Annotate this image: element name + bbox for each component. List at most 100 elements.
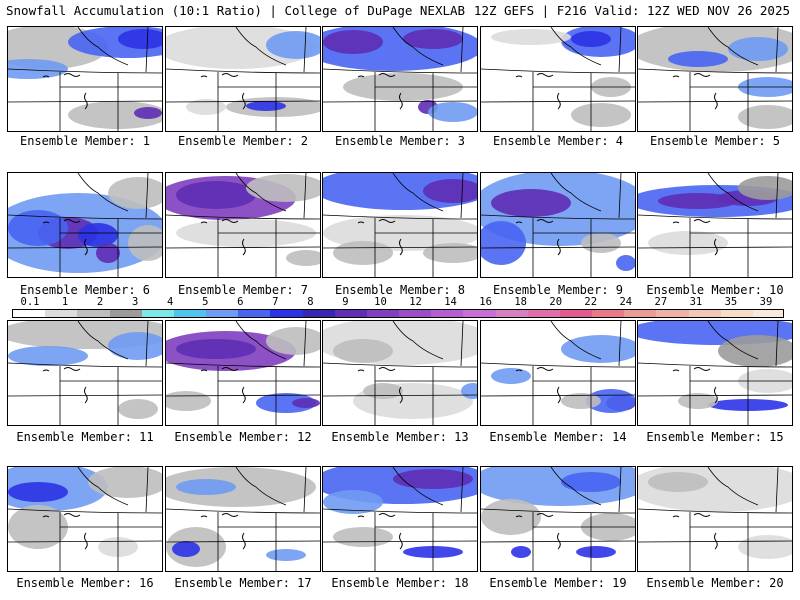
boundary-line	[775, 467, 779, 513]
snowfall-field-shade	[256, 393, 316, 413]
colorbar-swatch	[431, 310, 464, 317]
colorbar-tick-label: 22	[584, 296, 598, 308]
river-line	[200, 221, 208, 224]
boundary-line	[775, 173, 779, 219]
boundary-line	[481, 100, 635, 103]
river-line	[515, 515, 523, 518]
snowfall-field-shade	[266, 549, 306, 561]
river-line	[714, 238, 718, 256]
colorbar-tick-label: 8	[307, 296, 314, 308]
snowfall-field-shade	[78, 223, 118, 247]
snowfall-field-shade	[246, 101, 286, 111]
river-line	[63, 73, 81, 77]
snowfall-field-shade	[8, 346, 88, 366]
boundary-line	[145, 321, 149, 367]
colorbar-tick-label: 20	[549, 296, 563, 308]
river-line	[557, 386, 561, 404]
snowfall-map-graphic	[8, 321, 162, 425]
river-line	[399, 238, 403, 256]
colorbar-tick-label: 9	[342, 296, 349, 308]
snowfall-map-graphic	[323, 321, 477, 425]
river-line	[536, 513, 554, 517]
ensemble-map-panel	[7, 26, 163, 132]
snowfall-field-shade	[728, 37, 788, 61]
ensemble-map-panel	[480, 172, 636, 278]
river-line	[515, 369, 523, 372]
boundary-line	[550, 27, 602, 66]
boundary-line	[460, 27, 464, 73]
river-line	[63, 367, 81, 371]
colorbar-labels: 0.1 1 2 3 4 5 6 7 8 9 10 12 14 16 18 20 22 24 27 31 35 39	[0, 296, 800, 308]
boundary-line	[8, 394, 162, 397]
river-line	[557, 532, 561, 550]
colorbar-swatch	[624, 310, 657, 317]
river-line	[515, 221, 523, 224]
colorbar-tick-label: 5	[202, 296, 209, 308]
river-line	[378, 513, 396, 517]
snowfall-map-graphic	[638, 467, 792, 571]
colorbar-tick-label: 31	[689, 296, 703, 308]
colorbar-swatch	[592, 310, 625, 317]
boundary-line	[323, 246, 477, 249]
colorbar-tick-label: 39	[759, 296, 773, 308]
boundary-line	[618, 467, 622, 513]
ensemble-member-caption: Ensemble Member: 4	[492, 134, 624, 148]
snowfall-field-shade	[333, 241, 393, 265]
colorbar-tick-label: 12	[409, 296, 422, 308]
colorbar-tick-label: 2	[96, 296, 104, 308]
colorbar-swatch	[238, 310, 271, 317]
boundary-line	[323, 508, 477, 514]
snowfall-map-graphic	[323, 27, 477, 131]
boundary-line	[707, 321, 759, 360]
ensemble-member-caption: Ensemble Member: 14	[489, 430, 627, 444]
snowfall-map-graphic	[8, 467, 162, 571]
snowfall-field-shade	[668, 51, 728, 67]
snowfall-field-shade	[108, 177, 162, 209]
snowfall-field-shade	[8, 210, 68, 246]
boundary-line	[481, 246, 635, 249]
ensemble-member-caption: Ensemble Member: 17	[174, 576, 312, 590]
snowfall-field-shade	[738, 535, 792, 559]
colorbar-swatch	[206, 310, 239, 317]
colorbar-swatch	[495, 310, 529, 317]
boundary-line	[303, 467, 307, 513]
colorbar-tick-label: 10	[374, 296, 387, 308]
ensemble-member-caption: Ensemble Member: 18	[331, 576, 469, 590]
boundary-line	[145, 467, 149, 513]
colorbar-swatch	[109, 310, 143, 317]
boundary-line	[77, 27, 129, 66]
river-line	[693, 367, 711, 371]
river-line	[84, 532, 88, 550]
ensemble-member-caption: Ensemble Member: 1	[19, 134, 151, 148]
river-line	[714, 386, 718, 404]
boundary-line	[638, 394, 792, 397]
snowfall-field-shade	[186, 99, 226, 115]
snowfall-field-shade	[246, 174, 320, 202]
river-line	[378, 367, 396, 371]
boundary-line	[638, 508, 792, 514]
snowfall-map-graphic	[166, 173, 320, 277]
snowfall-field-shade	[166, 467, 316, 507]
snowfall-map-graphic	[323, 467, 477, 571]
colorbar-swatch	[463, 310, 496, 317]
snowfall-field-shade	[738, 105, 792, 129]
river-line	[714, 92, 718, 110]
river-line	[42, 221, 50, 224]
boundary-line	[145, 173, 149, 219]
river-line	[536, 367, 554, 371]
snowfall-field-shade	[423, 243, 477, 263]
boundary-line	[460, 467, 464, 513]
boundary-line	[8, 508, 162, 514]
boundary-line	[707, 173, 759, 212]
boundary-line	[303, 173, 307, 219]
snowfall-field-shade	[648, 231, 728, 255]
river-line	[242, 386, 246, 404]
snowfall-field-shade	[576, 546, 616, 558]
ensemble-member-caption: Ensemble Member: 11	[16, 430, 154, 444]
colorbar-swatch	[559, 310, 593, 317]
river-line	[672, 75, 680, 78]
snowfall-field-shade	[561, 472, 621, 492]
snowfall-field-shade	[128, 225, 162, 261]
boundary-line	[550, 173, 602, 212]
ensemble-map-panel	[7, 172, 163, 278]
